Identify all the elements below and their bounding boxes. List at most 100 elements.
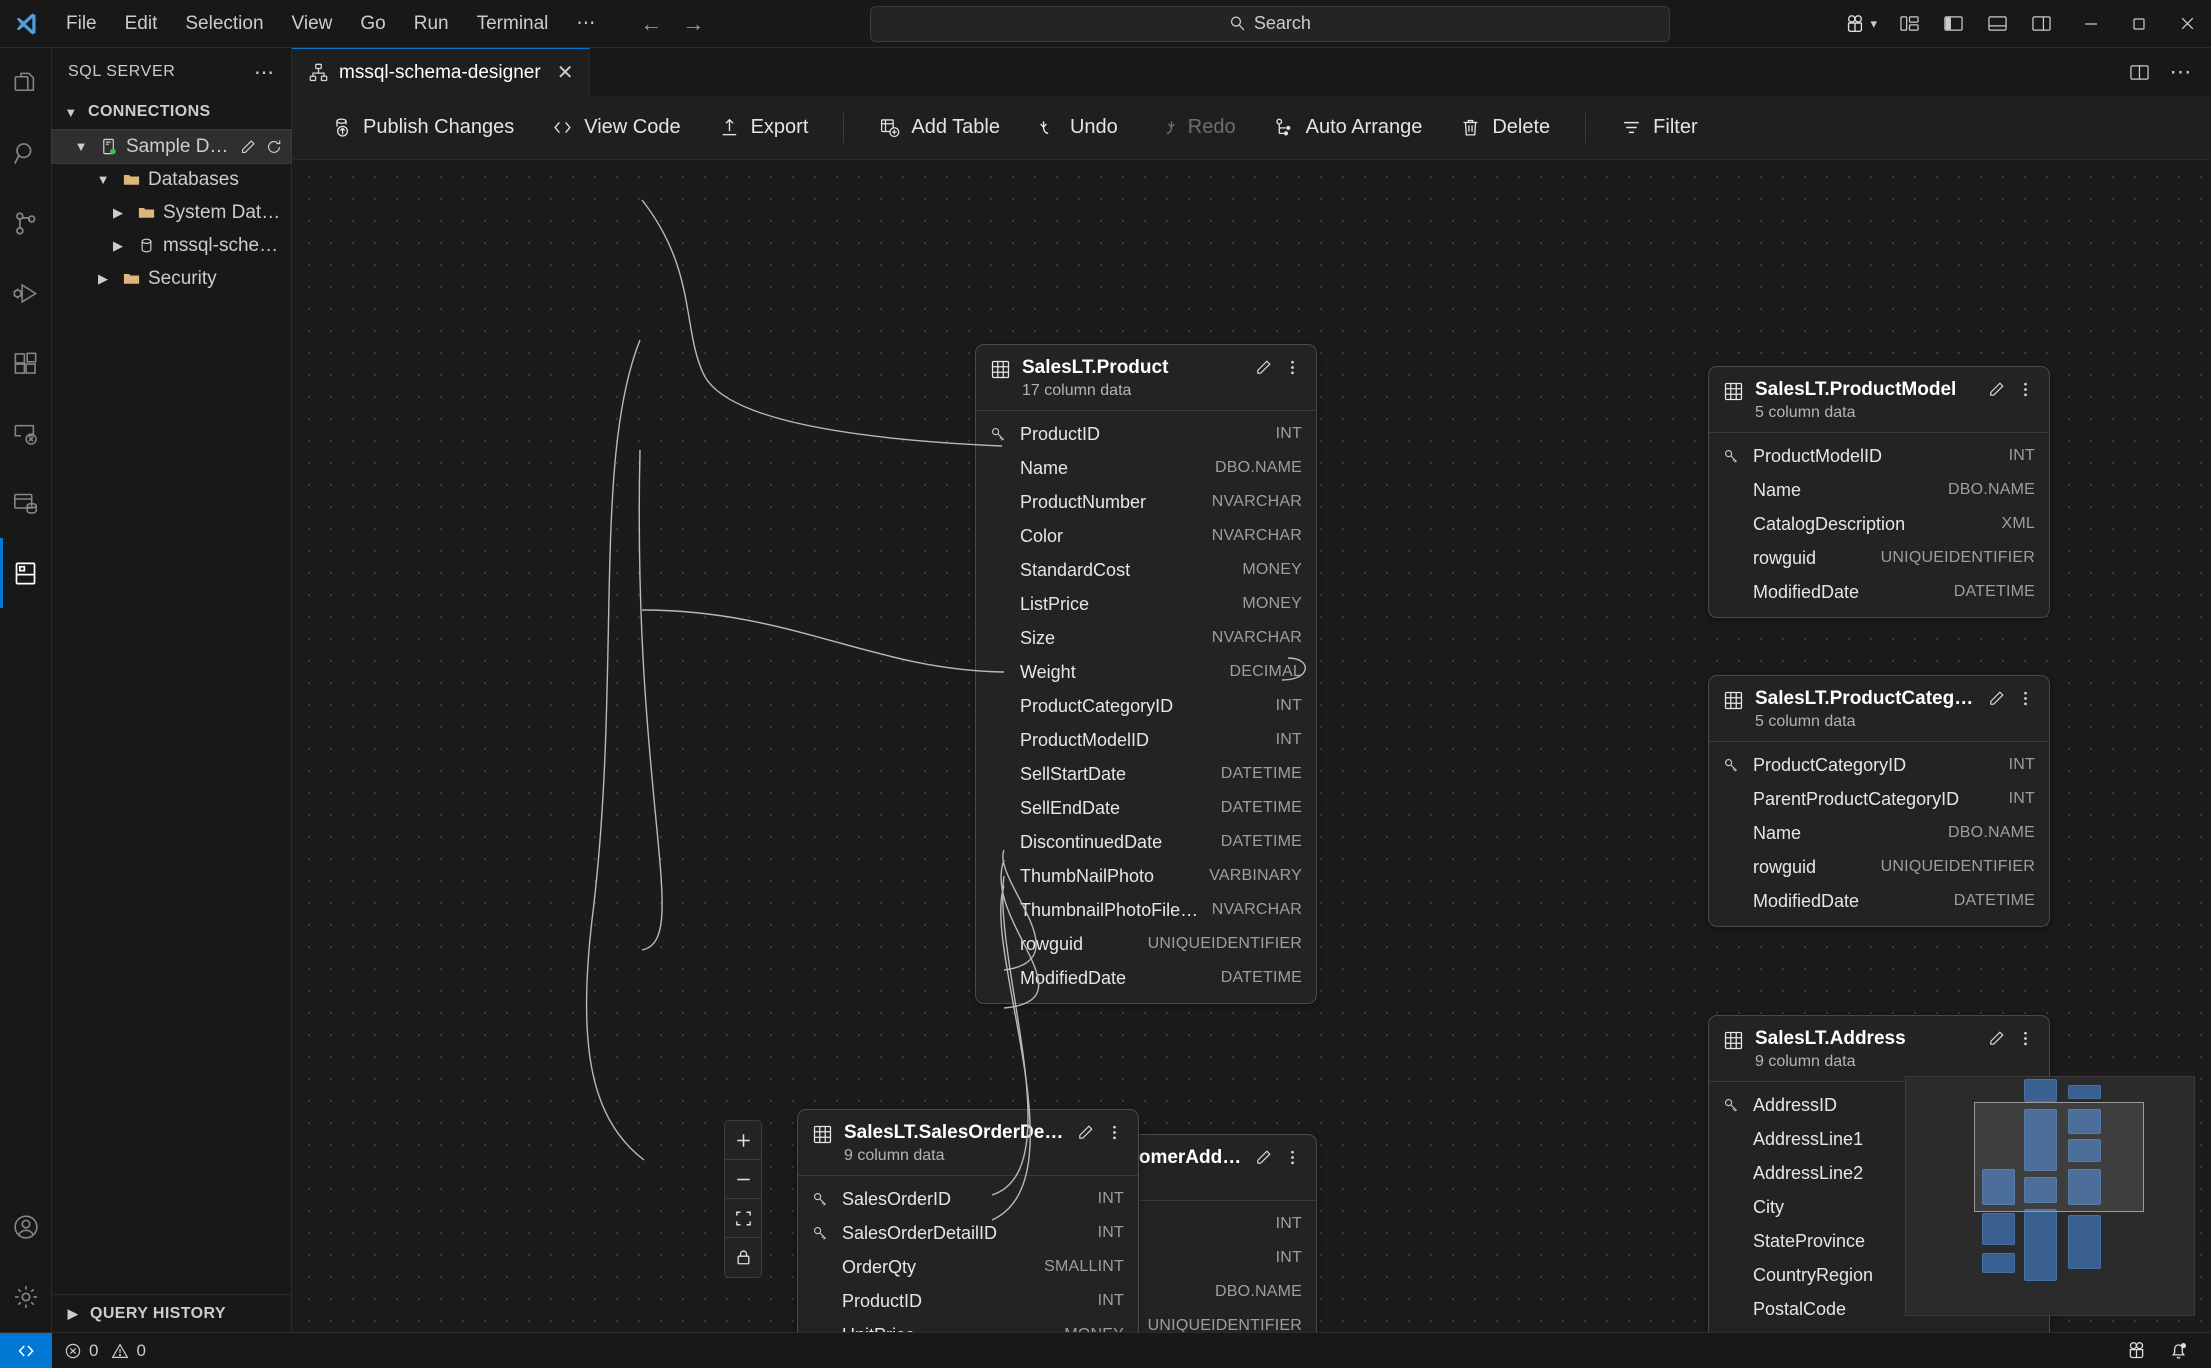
lock-canvas-button[interactable] <box>725 1238 761 1277</box>
table-column-row[interactable]: ModifiedDate DATETIME <box>1709 575 2049 609</box>
table-node[interactable]: SalesLT.Product 17 column data ProductID IN… <box>975 344 1317 1004</box>
table-column-row[interactable]: SalesOrderDetailID INT <box>798 1216 1138 1250</box>
canvas-minimap[interactable] <box>1905 1076 2195 1316</box>
tab-close-icon[interactable]: ✕ <box>556 62 574 84</box>
edit-pencil-icon[interactable] <box>1076 1123 1095 1142</box>
edit-pencil-icon[interactable] <box>1987 1029 2006 1048</box>
menu-selection[interactable]: Selection <box>185 12 264 34</box>
table-column-row[interactable]: Name DBO.NAME <box>1709 816 2049 850</box>
view-code-button[interactable]: View Code <box>535 108 697 147</box>
activity-item-extensions[interactable] <box>0 328 52 398</box>
split-editor-icon[interactable] <box>2119 55 2159 89</box>
table-node-header[interactable]: SalesLT.SalesOrderDetail 9 column data <box>798 1110 1138 1176</box>
table-node[interactable]: SalesLT.SalesOrderDetail 9 column data Sal… <box>797 1109 1139 1332</box>
tree-item-sample-database[interactable]: ▼ Sample Database <box>51 129 292 164</box>
table-column-row[interactable]: CatalogDescription XML <box>1709 507 2049 541</box>
tree-item-system-databases[interactable]: ▶ System Databases <box>52 196 291 229</box>
window-minimize-button[interactable] <box>2067 0 2115 48</box>
table-column-row[interactable]: ListPrice MONEY <box>976 587 1316 621</box>
delete-button[interactable]: Delete <box>1443 108 1567 147</box>
more-vertical-icon[interactable] <box>2016 1029 2035 1048</box>
activity-item-source-control[interactable] <box>0 188 52 258</box>
table-node-header[interactable]: SalesLT.ProductCategory 5 column data <box>1709 676 2049 742</box>
activity-item-explorer[interactable] <box>0 48 52 118</box>
table-node[interactable]: SalesLT.ProductModel 5 column data Product… <box>1708 366 2050 618</box>
menu-run[interactable]: Run <box>413 12 449 34</box>
window-close-button[interactable] <box>2163 0 2211 48</box>
menu-view[interactable]: View <box>291 12 333 34</box>
activity-item-remote-explorer[interactable] <box>0 398 52 468</box>
sidebar-section-connections[interactable]: ▼ CONNECTIONS <box>52 96 291 128</box>
table-column-row[interactable]: ProductID INT <box>976 417 1316 451</box>
table-column-row[interactable]: ThumbnailPhotoFileName NVARCHAR <box>976 893 1316 927</box>
minimap-viewport[interactable] <box>1974 1102 2144 1212</box>
menu-overflow[interactable]: ⋯ <box>576 12 596 34</box>
table-column-row[interactable]: Weight DECIMAL <box>976 655 1316 689</box>
export-button[interactable]: Export <box>702 108 826 147</box>
edit-pencil-icon[interactable] <box>1254 358 1273 377</box>
table-node-header[interactable]: SalesLT.Address 9 column data <box>1709 1016 2049 1082</box>
publish-changes-button[interactable]: Publish Changes <box>314 108 531 147</box>
activity-item-search[interactable] <box>0 118 52 188</box>
zoom-out-button[interactable] <box>725 1160 761 1199</box>
table-column-row[interactable]: ProductID INT <box>798 1284 1138 1318</box>
tree-item-databases[interactable]: ▼ Databases <box>52 163 291 196</box>
more-vertical-icon[interactable] <box>2016 689 2035 708</box>
table-column-row[interactable]: Name DBO.NAME <box>1709 473 2049 507</box>
status-problems[interactable]: 0 0 <box>52 1333 158 1368</box>
table-column-row[interactable]: ParentProductCategoryID INT <box>1709 782 2049 816</box>
table-column-row[interactable]: DiscontinuedDate DATETIME <box>976 825 1316 859</box>
arrow-left-icon[interactable]: ← <box>640 10 663 36</box>
more-vertical-icon[interactable] <box>1105 1123 1124 1142</box>
layout-sidebar-left-icon[interactable] <box>1931 7 1975 41</box>
edit-pencil-icon[interactable] <box>1987 380 2006 399</box>
table-column-row[interactable]: ModifiedDate DATETIME <box>976 961 1316 995</box>
menu-terminal[interactable]: Terminal <box>476 12 549 34</box>
table-column-row[interactable]: ProductModelID INT <box>976 723 1316 757</box>
search-input[interactable]: Search <box>869 5 1670 42</box>
table-column-row[interactable]: ProductNumber NVARCHAR <box>976 485 1316 519</box>
table-column-row[interactable]: SalesOrderID INT <box>798 1182 1138 1216</box>
table-column-row[interactable]: Color NVARCHAR <box>976 519 1316 553</box>
table-column-row[interactable]: OrderQty SMALLINT <box>798 1250 1138 1284</box>
add-table-button[interactable]: Add Table <box>862 108 1017 147</box>
sidebar-section-query-history[interactable]: ▶ QUERY HISTORY <box>52 1294 291 1332</box>
more-vertical-icon[interactable] <box>2016 380 2035 399</box>
table-column-row[interactable]: UnitPrice MONEY <box>798 1318 1138 1333</box>
table-column-row[interactable]: ModifiedDate DATETIME <box>1709 884 2049 918</box>
activity-item-schema-designer[interactable] <box>0 538 52 608</box>
menu-edit[interactable]: Edit <box>124 12 158 34</box>
more-actions-icon[interactable]: ⋯ <box>2169 59 2193 84</box>
activity-item-settings[interactable] <box>0 1262 52 1332</box>
layout-panel-bottom-icon[interactable] <box>1975 7 2019 41</box>
more-vertical-icon[interactable] <box>1283 358 1302 377</box>
schema-canvas[interactable]: SalesLT.SalesOrderHeader22 column dataSa… <box>292 160 2211 1332</box>
edit-pencil-icon[interactable] <box>239 138 257 156</box>
chevron-right-icon[interactable]: ▶ <box>113 237 123 253</box>
redo-button[interactable]: Redo <box>1139 108 1253 147</box>
table-column-row[interactable]: SellStartDate DATETIME <box>976 757 1316 791</box>
auto-arrange-button[interactable]: Auto Arrange <box>1257 108 1440 147</box>
fit-view-button[interactable] <box>725 1199 761 1238</box>
window-maximize-button[interactable] <box>2115 0 2163 48</box>
table-column-row[interactable]: ThumbNailPhoto VARBINARY <box>976 859 1316 893</box>
refresh-icon[interactable] <box>265 138 283 156</box>
arrow-right-icon[interactable]: → <box>682 10 705 36</box>
chevron-right-icon[interactable]: ▶ <box>98 270 108 286</box>
table-node[interactable]: SalesLT.ProductCategory 5 column data Prod… <box>1708 675 2050 927</box>
table-column-row[interactable]: SellEndDate DATETIME <box>976 791 1316 825</box>
table-node-header[interactable]: SalesLT.ProductModel 5 column data <box>1709 367 2049 433</box>
ellipsis-icon[interactable]: ⋯ <box>254 61 275 84</box>
bell-dot-icon[interactable] <box>2159 1333 2197 1368</box>
layout-sidebar-right-icon[interactable] <box>2019 7 2063 41</box>
layout-panel-left-icon[interactable] <box>1887 7 1931 41</box>
activity-item-accounts[interactable] <box>0 1192 52 1262</box>
table-column-row[interactable]: ProductModelID INT <box>1709 439 2049 473</box>
menu-file[interactable]: File <box>66 12 97 34</box>
tree-item-mssql-schema-designer[interactable]: ▶ mssql-schema-designer <box>52 229 291 262</box>
table-column-row[interactable]: ProductCategoryID INT <box>976 689 1316 723</box>
